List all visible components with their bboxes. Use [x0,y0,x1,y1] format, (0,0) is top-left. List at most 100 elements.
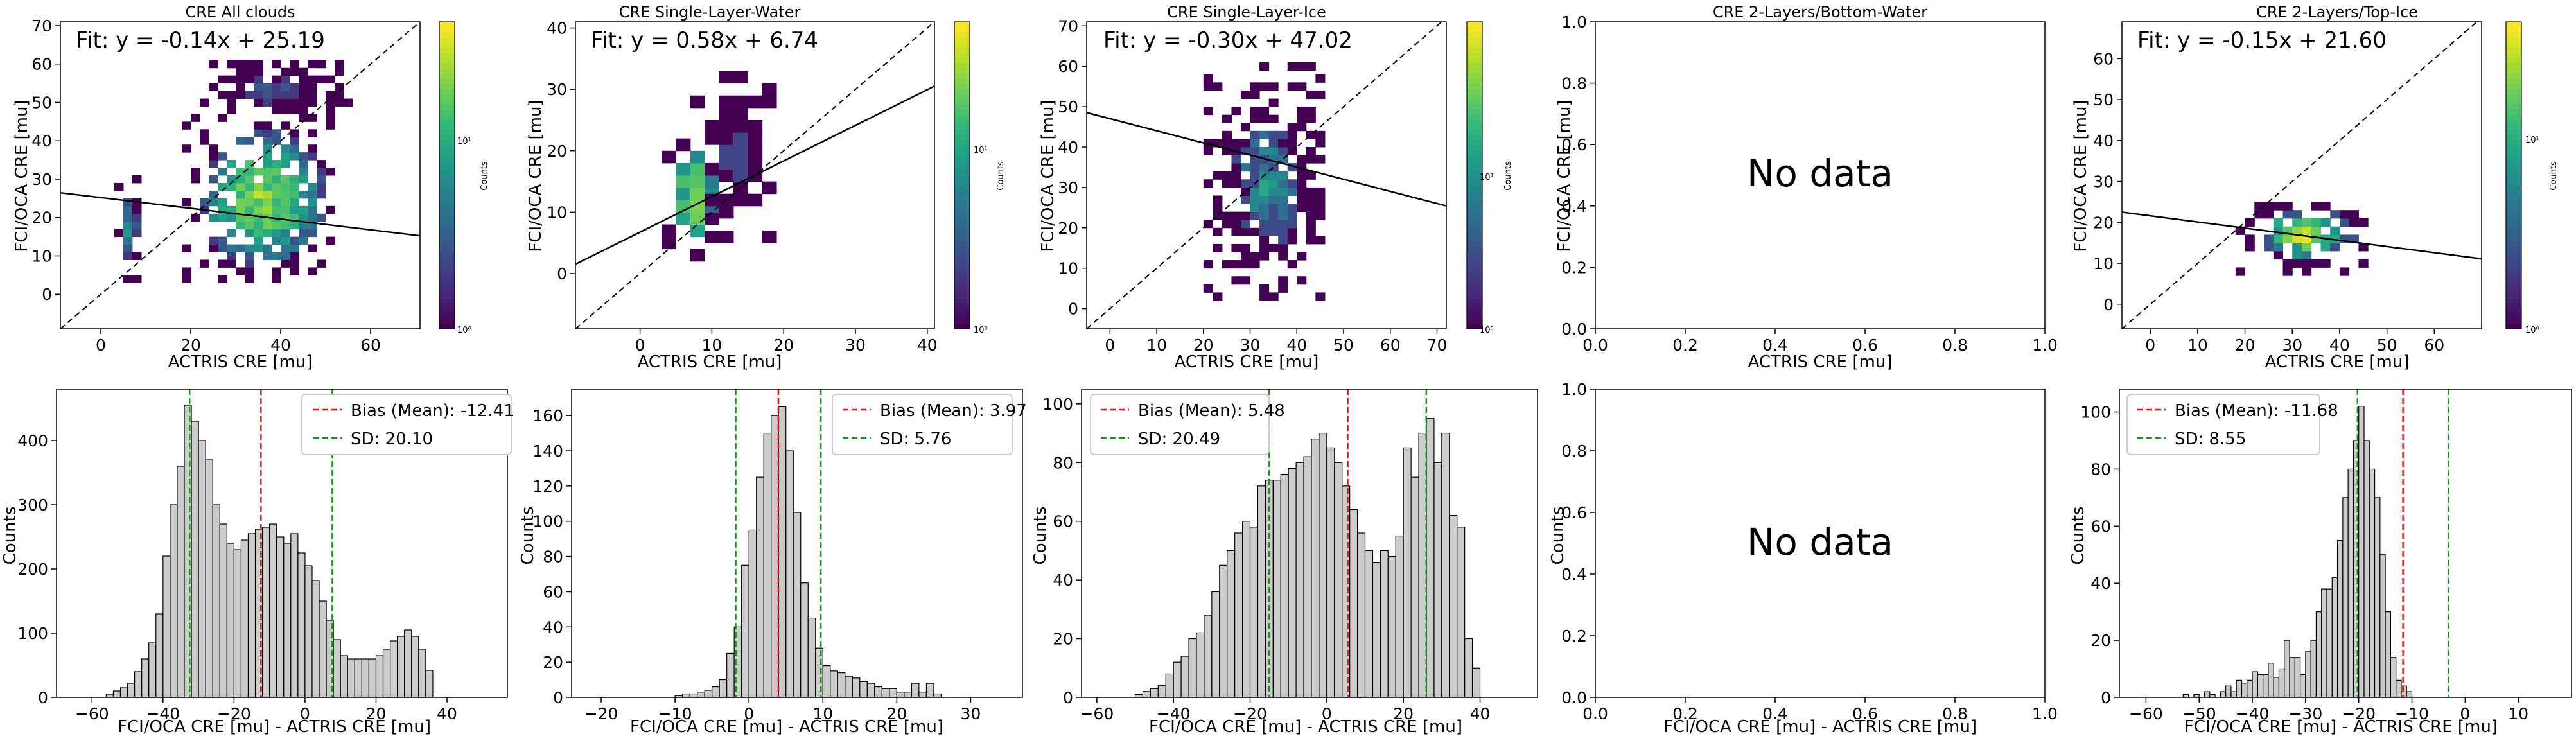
hist-tlti-bar-41 [2401,685,2407,698]
scatter-all-heatmap-cell-183 [308,182,317,191]
scatter-sli-heatmap-cell-110 [1268,82,1279,91]
hist-all-bar-41 [397,636,405,698]
hist-all-ytick-label-2: 200 [17,560,48,579]
scatter-all-colorbar-step-21 [439,216,455,222]
scatter-slw-heatmap-cell-3 [676,212,691,225]
scatter-all-heatmap-cell-272 [227,60,236,69]
hist-tlbw-ytick-label-4: 0.8 [1561,442,1587,460]
scatter-tlti-heatmap-cell-39 [2311,226,2321,235]
scatter-sli-heatmap-cell-152 [1297,114,1307,123]
scatter-ylabel-tlbw: FCI/OCA CRE [mu] [1555,100,1574,252]
scatter-sli-heatmap-cell-102 [1268,171,1279,180]
hist-sli-bar-33 [1387,555,1396,698]
scatter-all-heatmap-cell-74 [245,259,254,268]
scatter-tlti-heatmap-cell-8 [2264,234,2274,243]
scatter-tlti-colorbar-step-36 [2506,139,2521,145]
hist-tlti-bar-37 [2379,554,2386,698]
hist-sli-bar-35 [1403,447,1412,698]
scatter-tlti-heatmap-cell-17 [2282,267,2293,276]
hist-tlti-bar-29 [2336,539,2344,698]
hist-all-xtick-label-4: 20 [366,704,387,723]
scatter-all-colorbar-frame [439,21,455,329]
scatter-tlti-colorbar-step-52 [2506,57,2521,64]
scatter-sli-heatmap-cell-98 [1268,204,1279,213]
scatter-all-heatmap-cell-257 [308,60,317,69]
scatter-all-colorbar-step-57 [439,31,455,38]
scatter-tlti-heatmap-cell-57 [2349,210,2359,219]
scatter-tlti-xtick-label-5: 50 [2377,336,2397,354]
scatter-tlti-heatmap-cell-60 [2358,218,2369,227]
scatter-sli-heatmap-cell-81 [1259,204,1270,213]
scatter-sli-heatmap-cell-178 [1315,90,1326,99]
hist-all-bar-18 [233,549,242,698]
scatter-all-heatmap-cell-53 [227,252,236,260]
hist-sli-bar-12 [1227,550,1236,698]
scatter-all-ytick-label-6: 60 [31,55,52,74]
scatter-slw-heatmap-cell-54 [748,95,763,109]
scatter-slw-colorbar-step-48 [954,78,970,84]
scatter-sli-heatmap-cell-179 [1315,74,1326,83]
scatter-all-colorbar-step-42 [439,109,455,114]
scatter-sli-heatmap-cell-63 [1250,171,1260,180]
hist-slw-bar-26 [866,683,875,698]
scatter-all-heatmap-cell-235 [281,91,290,99]
scatter-all-heatmap-cell-73 [245,267,254,275]
scatter-slw-colorbar-step-0 [954,324,970,329]
scatter-sli-colorbar-step-21 [1467,216,1482,222]
scatter-slw-colorbar-step-38 [954,129,970,135]
hist-sli-bar-34 [1395,535,1404,698]
scatter-slw-heatmap-cell-40 [733,169,748,182]
scatter-all-heatmap-cell-75 [245,252,254,260]
scatter-slw-ytick-label-2: 20 [547,142,567,161]
scatter-sli-heatmap-cell-146 [1297,187,1307,196]
scatter-all-heatmap-cell-212 [236,67,245,76]
scatter-all-heatmap-cell-159 [290,182,299,191]
scatter-tlbw-ytick-label-0: 0.0 [1561,320,1587,338]
scatter-sli-heatmap-cell-54 [1241,90,1251,99]
scatter-slw-colorbar-step-36 [954,139,970,145]
hist-sli-bar-21 [1295,462,1304,698]
scatter-all-colorbar-step-56 [439,37,455,43]
scatter-sli-heatmap-cell-125 [1278,146,1288,156]
scatter-sli-heatmap-cell-67 [1250,139,1260,148]
scatter-all-heatmap-cell-123 [272,213,281,222]
hist-all-bar-40 [389,640,398,698]
hist-slw-xtick-label-3: 10 [812,704,833,723]
scatter-all-colorbar-step-23 [439,205,455,212]
hist-all-bar-3 [127,683,136,698]
scatter-all-heatmap-cell-190 [317,182,326,191]
scatter-sli-heatmap-cell-101 [1268,179,1279,188]
scatter-tlti-colorbar-step-46 [2506,88,2521,94]
hist-slw-bar-18 [807,617,816,698]
scatter-all-heatmap-cell-173 [299,160,308,168]
hist-all-bar-34 [347,658,355,698]
scatter-slw-heatmap-cell-38 [733,193,748,207]
scatter-sli-colorbar-step-59 [1467,22,1482,28]
scatter-sli-heatmap-cell-120 [1278,195,1288,204]
scatter-all-colorbar-step-39 [439,124,455,130]
scatter-slw-colorbar-step-30 [954,170,970,176]
scatter-all-colorbar-step-9 [439,277,455,283]
hist-slw-xtick-label-5: 30 [961,704,981,723]
scatter-slw-heatmap-cell-1 [662,224,677,238]
scatter-all-xtick-label-2: 40 [270,336,291,354]
scatter-slw-heatmap-cell-41 [733,157,748,170]
scatter-tlti-heatmap-cell-4 [2245,218,2255,227]
fit-label-all: Fit: y = -0.14x + 25.19 [76,28,325,53]
scatter-slw-heatmap-cell-35 [719,107,734,121]
scatter-tlti-heatmap-cell-37 [2311,259,2321,268]
scatter-all-heatmap-cell-94 [254,198,263,207]
scatter-sli-heatmap-cell-84 [1259,179,1270,188]
scatter-all-heatmap-cell-268 [335,67,344,76]
scatter-sli-heatmap-cell-35 [1231,163,1241,172]
colorbar-tick-slw-1: 10¹ [974,146,988,155]
scatter-slw-colorbar-step-31 [954,165,970,171]
scatter-sli-colorbar-step-5 [1467,298,1482,304]
scatter-tlti-heatmap-cell-40 [2311,218,2321,227]
scatter-sli-heatmap-cell-79 [1259,220,1270,229]
scatter-sli-xtick-label-2: 20 [1193,336,1214,354]
scatter-sli-colorbar-step-34 [1467,150,1482,155]
hist-tlbw-xtick-label-1: 0.2 [1672,704,1698,723]
scatter-sli-heatmap-cell-31 [1231,220,1241,229]
